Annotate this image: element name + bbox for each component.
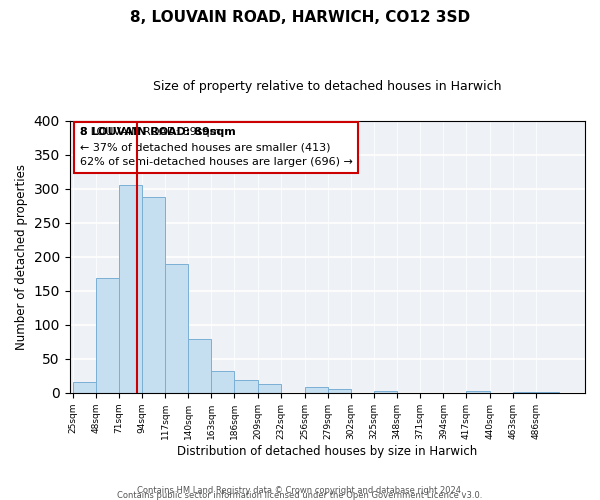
- Bar: [305, 386, 328, 393]
- Bar: [374, 391, 397, 393]
- Text: Contains public sector information licensed under the Open Government Licence v3: Contains public sector information licen…: [118, 490, 482, 500]
- Bar: [235, 380, 257, 393]
- X-axis label: Distribution of detached houses by size in Harwich: Distribution of detached houses by size …: [177, 444, 478, 458]
- Y-axis label: Number of detached properties: Number of detached properties: [15, 164, 28, 350]
- Bar: [165, 264, 188, 393]
- Bar: [328, 389, 351, 393]
- Text: 8 LOUVAIN ROAD: 89sqm
← 37% of detached houses are smaller (413)
62% of semi-det: 8 LOUVAIN ROAD: 89sqm ← 37% of detached …: [80, 128, 353, 167]
- Bar: [96, 278, 119, 393]
- Bar: [119, 185, 142, 393]
- Text: 8 LOUVAIN ROAD: 89sqm: 8 LOUVAIN ROAD: 89sqm: [80, 128, 236, 138]
- Bar: [536, 392, 559, 393]
- Bar: [188, 339, 211, 393]
- Bar: [142, 197, 165, 393]
- Text: Contains HM Land Registry data © Crown copyright and database right 2024.: Contains HM Land Registry data © Crown c…: [137, 486, 463, 495]
- Bar: [512, 392, 536, 393]
- Text: 8, LOUVAIN ROAD, HARWICH, CO12 3SD: 8, LOUVAIN ROAD, HARWICH, CO12 3SD: [130, 10, 470, 25]
- Bar: [211, 371, 235, 393]
- Bar: [73, 382, 96, 393]
- Title: Size of property relative to detached houses in Harwich: Size of property relative to detached ho…: [153, 80, 502, 93]
- Bar: [466, 392, 490, 393]
- Bar: [257, 384, 281, 393]
